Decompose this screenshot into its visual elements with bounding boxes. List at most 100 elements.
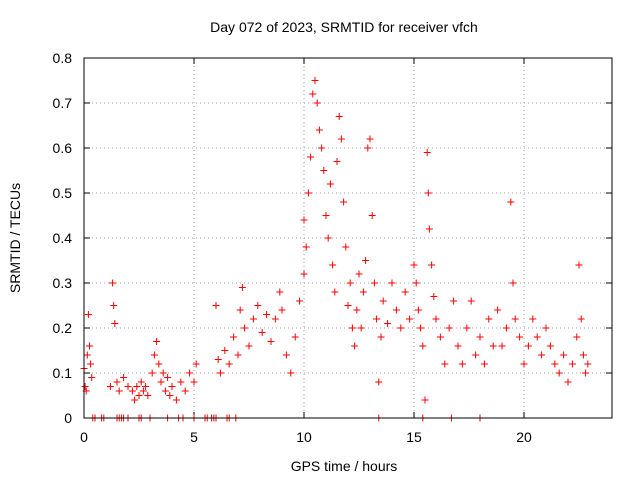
data-point-marker bbox=[236, 306, 244, 314]
data-point-marker bbox=[454, 342, 462, 350]
data-points bbox=[80, 77, 592, 422]
data-point-marker bbox=[542, 324, 550, 332]
data-point-marker bbox=[300, 270, 308, 278]
data-point-marker bbox=[564, 378, 572, 386]
y-axis-label: SRMTID / TECUs bbox=[7, 183, 23, 293]
data-point-marker bbox=[348, 324, 356, 332]
data-point-marker bbox=[353, 306, 361, 314]
y-tick-label: 0.1 bbox=[53, 365, 73, 381]
data-point-marker bbox=[109, 279, 117, 287]
data-point-marker bbox=[87, 360, 95, 368]
data-point-marker bbox=[511, 315, 519, 323]
data-point-marker bbox=[494, 306, 502, 314]
data-point-marker bbox=[150, 351, 158, 359]
data-point-marker bbox=[425, 225, 433, 233]
data-point-marker bbox=[507, 198, 515, 206]
data-point-marker bbox=[463, 324, 471, 332]
data-point-marker bbox=[135, 392, 143, 399]
data-point-marker bbox=[320, 167, 328, 174]
data-point-marker bbox=[366, 135, 374, 143]
data-point-marker bbox=[524, 342, 532, 350]
data-point-marker bbox=[520, 360, 528, 368]
data-point-marker bbox=[414, 306, 422, 314]
data-point-marker bbox=[142, 383, 150, 390]
data-point-marker bbox=[342, 243, 350, 251]
data-point-marker bbox=[115, 387, 123, 395]
data-point-marker bbox=[161, 387, 169, 395]
data-point-marker bbox=[164, 374, 172, 381]
x-tick-labels: 0 5 10 15 20 bbox=[80, 429, 532, 445]
data-point-marker bbox=[489, 342, 497, 350]
data-point-marker bbox=[324, 234, 332, 242]
data-point-marker bbox=[139, 387, 147, 395]
data-point-marker bbox=[84, 311, 92, 318]
plot-border bbox=[83, 57, 613, 419]
data-point-marker bbox=[177, 378, 185, 386]
data-point-marker bbox=[186, 369, 194, 377]
data-point-marker bbox=[384, 320, 392, 327]
data-point-marker bbox=[421, 396, 429, 404]
data-point-marker bbox=[296, 297, 304, 305]
x-tick-label: 10 bbox=[296, 429, 312, 445]
data-point-marker bbox=[329, 261, 337, 269]
data-point-marker bbox=[485, 315, 493, 323]
data-point-marker bbox=[86, 342, 93, 350]
y-tick-label: 0.6 bbox=[53, 140, 73, 156]
data-point-marker bbox=[573, 333, 581, 341]
data-point-marker bbox=[480, 360, 488, 368]
data-point-marker bbox=[225, 360, 233, 368]
data-point-marker bbox=[83, 351, 91, 359]
data-point-marker bbox=[516, 333, 524, 341]
data-point-marker bbox=[529, 315, 537, 323]
data-point-marker bbox=[344, 302, 352, 309]
data-point-marker bbox=[377, 333, 385, 341]
data-point-marker bbox=[120, 374, 128, 381]
data-point-marker bbox=[166, 392, 174, 399]
data-point-marker bbox=[254, 302, 262, 309]
data-point-marker bbox=[555, 369, 563, 377]
data-point-marker bbox=[584, 360, 592, 368]
data-point-marker bbox=[406, 315, 414, 323]
data-point-marker bbox=[153, 338, 161, 345]
data-point-marker bbox=[291, 333, 299, 341]
data-point-marker bbox=[502, 324, 510, 332]
data-point-marker bbox=[212, 302, 220, 309]
data-point-marker bbox=[263, 311, 271, 318]
data-point-marker bbox=[458, 360, 466, 368]
data-point-marker bbox=[234, 351, 242, 359]
data-point-marker bbox=[276, 288, 284, 296]
data-point-marker bbox=[379, 297, 387, 305]
data-point-marker bbox=[373, 315, 381, 323]
data-point-marker bbox=[216, 369, 224, 377]
data-point-marker bbox=[190, 378, 198, 386]
data-point-marker bbox=[192, 360, 200, 368]
data-point-marker bbox=[300, 216, 308, 224]
data-point-marker bbox=[181, 387, 189, 395]
data-point-marker bbox=[315, 126, 323, 134]
data-point-marker bbox=[172, 396, 180, 404]
data-point-marker bbox=[221, 347, 229, 354]
y-tick-label: 0.8 bbox=[53, 50, 73, 66]
x-tick-label: 0 bbox=[80, 429, 88, 445]
y-tick-label: 0.5 bbox=[53, 185, 73, 201]
y-tick-labels: 0 0.1 0.2 0.3 0.4 0.5 0.6 0.7 0.8 bbox=[53, 50, 73, 426]
data-point-marker bbox=[551, 360, 559, 368]
data-point-marker bbox=[106, 383, 114, 390]
data-point-marker bbox=[450, 297, 458, 305]
y-tick-label: 0.4 bbox=[53, 230, 73, 246]
data-point-marker bbox=[241, 324, 249, 332]
data-point-marker bbox=[568, 360, 576, 368]
data-point-marker bbox=[412, 279, 420, 287]
data-point-marker bbox=[331, 288, 339, 296]
y-tick-label: 0.2 bbox=[53, 320, 73, 336]
data-point-marker bbox=[214, 356, 222, 363]
x-axis-label: GPS time / hours bbox=[291, 458, 398, 474]
data-point-marker bbox=[375, 378, 383, 386]
data-point-marker bbox=[155, 360, 163, 368]
data-point-marker bbox=[88, 374, 96, 381]
data-point-marker bbox=[304, 189, 312, 197]
x-tick-label: 5 bbox=[190, 429, 198, 445]
data-point-marker bbox=[401, 288, 409, 296]
